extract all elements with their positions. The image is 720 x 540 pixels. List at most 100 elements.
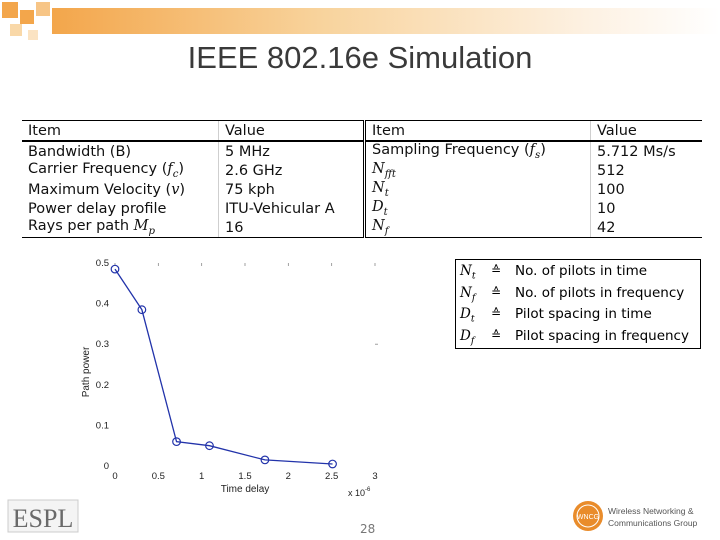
wncg-badge: WNCG — [577, 514, 599, 521]
table-cell: Rays per path Mp — [22, 218, 219, 238]
y-tick-label: 0.3 — [96, 339, 109, 350]
table-cell: Dt — [363, 199, 591, 218]
x-tick-label: 0 — [112, 471, 117, 482]
table-cell: 42 — [590, 218, 702, 238]
header-bar — [52, 8, 720, 34]
y-tick-label: 0.5 — [96, 258, 109, 269]
legend-row: Df ≙ Pilot spacing in frequency — [460, 328, 698, 348]
page-number: 28 — [360, 522, 376, 536]
legend-row: Nt ≙ No. of pilots in time — [460, 263, 698, 283]
decor-square — [28, 30, 38, 40]
chart-series — [110, 264, 337, 469]
data-point — [137, 305, 147, 315]
table-cell: Nfft — [363, 161, 591, 180]
x-tick-label: 2 — [286, 471, 291, 482]
series-line — [114, 268, 333, 465]
decor-square — [10, 24, 22, 36]
math-symbol: Mp — [133, 218, 155, 237]
table-cell: Power delay profile — [28, 200, 167, 217]
table-cell: 512 — [590, 161, 702, 180]
table-cell: Nf — [363, 218, 591, 238]
wncg-line1: Wireless Networking & — [608, 506, 694, 516]
legend-symbol: Dt — [460, 306, 475, 325]
x-tick-label: 0.5 — [152, 471, 165, 482]
x-tick-label: 3 — [372, 471, 377, 482]
y-tick-label: 0 — [104, 461, 109, 472]
table-cell: 100 — [590, 180, 702, 199]
math-symbol: v — [171, 181, 180, 198]
legend-equals: ≙ — [490, 263, 502, 277]
decor-square — [36, 2, 50, 16]
table-cell: ITU-Vehicular A — [218, 199, 365, 218]
y-tick-label: 0.1 — [96, 420, 109, 431]
math-symbol: Nf — [372, 218, 389, 237]
decor-square — [20, 10, 34, 24]
page-title: IEEE 802.16e Simulation — [187, 40, 533, 75]
legend-symbol: Df — [460, 327, 475, 347]
legend-description: Pilot spacing in frequency — [515, 327, 689, 344]
table-row: Maximum Velocity (v) 75 kph Nt 100 — [22, 180, 702, 199]
data-point — [328, 459, 337, 469]
chart-axes — [114, 263, 378, 345]
table-row: Power delay profile ITU-Vehicular A Dt 10 — [22, 199, 702, 218]
data-point — [110, 264, 120, 274]
data-point — [260, 455, 270, 465]
legend-symbol: Nf — [460, 284, 476, 304]
math-symbol: fc — [167, 161, 179, 180]
math-symbol: Nt — [372, 180, 389, 199]
legend-description: No. of pilots in frequency — [515, 284, 685, 301]
data-point — [172, 437, 181, 447]
math-symbol: Nfft — [372, 161, 396, 180]
table-row: Rays per path Mp 16 Nf 42 — [22, 218, 702, 238]
legend-row: Nf ≙ No. of pilots in frequency — [460, 285, 698, 305]
col-header: Value — [590, 120, 702, 142]
wncg-line2: Communications Group — [608, 518, 698, 528]
table-cell: Maximum Velocity (v) — [28, 181, 186, 198]
espl-text: ESPL — [13, 504, 74, 533]
x-axis-multiplier: x 10-6 — [348, 487, 371, 498]
table-cell: Sampling Frequency (fs) — [363, 141, 591, 161]
table-cell: 10 — [590, 199, 702, 218]
table-cell: Carrier Frequency (fc) — [28, 161, 185, 180]
data-point — [205, 441, 214, 451]
legend-equals: ≙ — [490, 306, 502, 320]
y-axis-label: Path power — [81, 346, 92, 397]
table-body: Bandwidth (B) 5 MHz Sampling Frequency (fs… — [22, 141, 702, 238]
math-symbol: fs — [529, 142, 541, 161]
x-tick-label: 1.5 — [238, 471, 251, 482]
x-tick-label: 2.5 — [325, 471, 338, 482]
espl-emblem: ESPL — [7, 499, 79, 533]
decor-square — [2, 2, 18, 18]
y-tick-label: 0.2 — [96, 380, 109, 391]
table-header-row: Item Value Item Value — [22, 120, 702, 142]
table-cell: 16 — [218, 218, 365, 238]
legend-symbol: Nt — [460, 263, 476, 282]
legend-description: Pilot spacing in time — [515, 306, 652, 322]
table-cell: 2.6 GHz — [218, 161, 365, 180]
table-row: Carrier Frequency (fc) 2.6 GHz Nfft 512 — [22, 161, 702, 180]
wncg-logo: WNCG Wireless Networking & Communication… — [572, 500, 712, 534]
table-cell: Bandwidth (B) — [28, 143, 132, 160]
path-power-chart: 0 0.5 1 1.5 2 2.5 3 0 0.1 0.2 0.3 0.4 0.5 Time delay… — [81, 258, 378, 498]
y-tick-label: 0.4 — [96, 299, 109, 310]
col-header: Value — [218, 120, 365, 142]
parameter-table: Item Value Item Value Bandwidth (B) 5 MHz… — [22, 120, 702, 238]
table-row: Bandwidth (B) 5 MHz Sampling Frequency (fs… — [22, 141, 702, 161]
table-cell: 5.712 Ms/s — [590, 141, 702, 161]
x-tick-label: 1 — [199, 471, 204, 482]
chart-ticks: 0 0.5 1 1.5 2 2.5 3 0 0.1 0.2 0.3 0.4 0.5 — [96, 258, 378, 482]
legend-equals: ≙ — [490, 284, 502, 299]
math-symbol: Dt — [372, 199, 388, 218]
table-cell: 5 MHz — [218, 141, 365, 161]
espl-logo: ESPL — [6, 498, 80, 538]
col-header: Item — [22, 120, 219, 142]
col-header: Item — [363, 120, 591, 142]
legend-equals: ≙ — [490, 327, 502, 342]
table-cell: Nt — [363, 180, 591, 199]
symbol-legend: Nt ≙ No. of pilots in time Nf ≙ No. of pilots… — [455, 259, 701, 349]
table-cell: 75 kph — [218, 180, 365, 199]
legend-row: Dt ≙ Pilot spacing in time — [460, 306, 698, 326]
wncg-emblem: WNCG — [573, 501, 603, 531]
x-axis-label: Time delay — [221, 484, 270, 495]
legend-description: No. of pilots in time — [515, 263, 648, 279]
